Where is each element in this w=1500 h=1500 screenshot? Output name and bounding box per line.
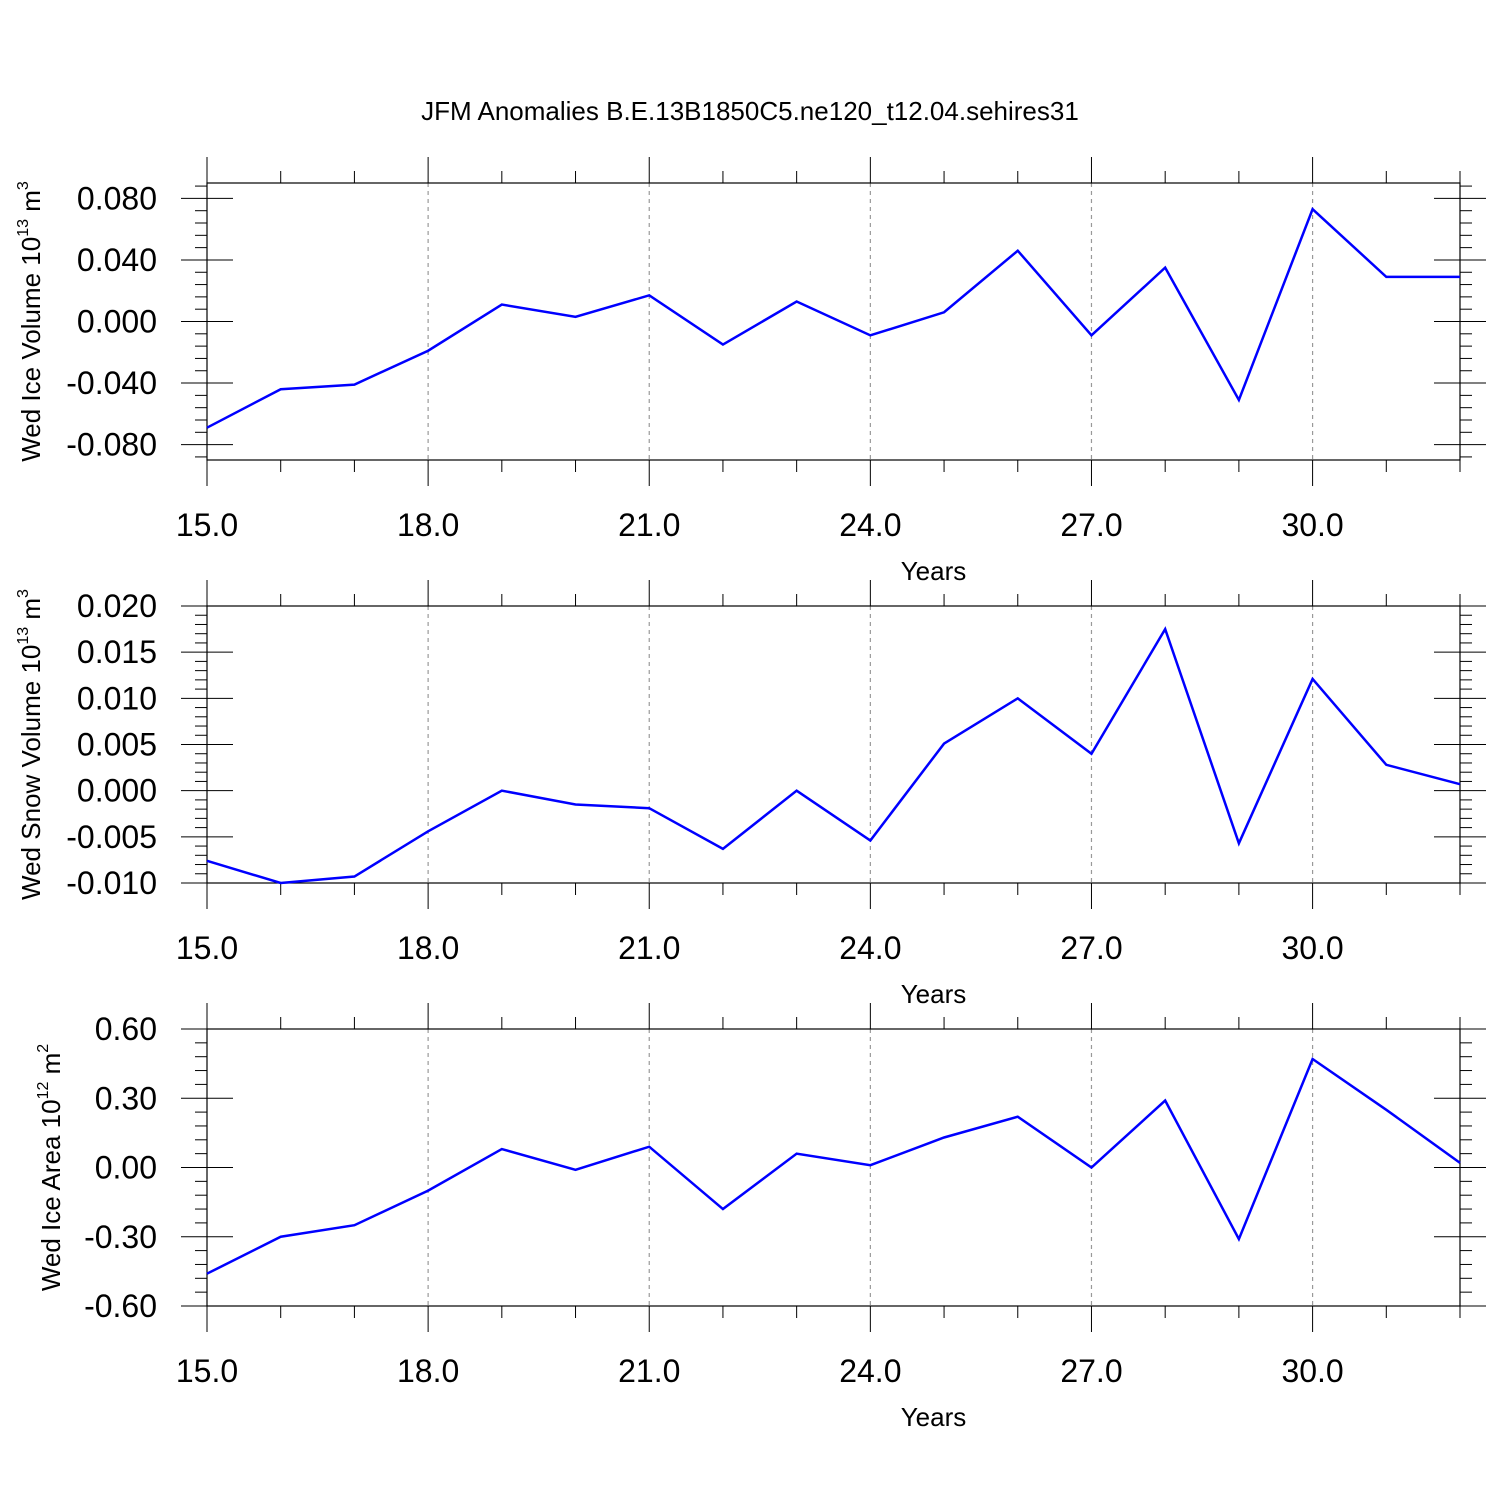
y-tick-label: 0.30 bbox=[95, 1080, 157, 1116]
y-axis-label: Wed Ice Area 1012 m2 bbox=[35, 1044, 66, 1291]
y-axis-label-unit-exp: 2 bbox=[35, 1044, 52, 1053]
y-tick-label: 0.60 bbox=[95, 1011, 157, 1047]
x-tick-label: 15.0 bbox=[176, 930, 238, 966]
y-axis-label: Wed Ice Volume 1013 m3 bbox=[15, 181, 46, 462]
y-tick-label: -0.010 bbox=[66, 865, 157, 901]
y-axis-label-exp: 13 bbox=[15, 219, 32, 237]
x-tick-label: 30.0 bbox=[1281, 507, 1343, 543]
x-tick-label: 18.0 bbox=[397, 507, 459, 543]
y-tick-label: -0.60 bbox=[84, 1288, 157, 1324]
y-tick-label: 0.080 bbox=[77, 180, 157, 216]
y-tick-label: 0.00 bbox=[95, 1150, 157, 1186]
panel-2: 15.0 18.0 21.0 24.0 27.0 30.0 -0.010 -0.005 0.00… bbox=[15, 580, 1486, 1009]
x-tick-label: 18.0 bbox=[397, 930, 459, 966]
chart-title: JFM Anomalies B.E.13B1850C5.ne120_t12.04… bbox=[421, 96, 1079, 126]
y-axis-label-unit: m bbox=[36, 1053, 66, 1082]
y-tick-label: -0.005 bbox=[66, 819, 157, 855]
x-tick-label: 24.0 bbox=[839, 930, 901, 966]
y-axis-label-main: Wed Ice Area 10 bbox=[36, 1099, 66, 1291]
series-line bbox=[206, 626, 1461, 885]
y-axis-label-unit: m bbox=[16, 598, 46, 627]
x-tick-label: 18.0 bbox=[397, 1353, 459, 1389]
panels: 15.0 18.0 21.0 24.0 27.0 30.0 -0.080 -0.040 0.00… bbox=[15, 157, 1486, 1432]
x-tick-label: 24.0 bbox=[839, 1353, 901, 1389]
x-tick-label: 27.0 bbox=[1060, 1353, 1122, 1389]
y-axis-label-exp: 13 bbox=[15, 627, 32, 645]
y-axis-label: Wed Snow Volume 1013 m3 bbox=[15, 589, 46, 900]
panel-3: 15.0 18.0 21.0 24.0 27.0 30.0 -0.60 -0.30 0.00 0.… bbox=[35, 1003, 1486, 1432]
y-tick-label: 0.010 bbox=[77, 680, 157, 716]
y-axis-label-unit-exp: 3 bbox=[15, 589, 32, 598]
y-tick-label: -0.080 bbox=[66, 427, 157, 463]
plot-frame bbox=[206, 1028, 1461, 1307]
y-tick-label: -0.30 bbox=[84, 1219, 157, 1255]
x-tick-label: 24.0 bbox=[839, 507, 901, 543]
y-axis-label-unit-exp: 3 bbox=[15, 181, 32, 190]
x-tick-label: 21.0 bbox=[618, 507, 680, 543]
y-tick-label: 0.000 bbox=[77, 773, 157, 809]
y-tick-label: -0.040 bbox=[66, 365, 157, 401]
x-axis-label: Years bbox=[901, 556, 967, 586]
x-tick-label: 15.0 bbox=[176, 507, 238, 543]
x-tick-label: 27.0 bbox=[1060, 930, 1122, 966]
plot-frame bbox=[206, 182, 1461, 461]
y-tick-label: 0.005 bbox=[77, 727, 157, 763]
x-axis-label: Years bbox=[901, 1402, 967, 1432]
series-line bbox=[206, 206, 1460, 429]
x-tick-label: 21.0 bbox=[618, 930, 680, 966]
y-axis-label-main: Wed Snow Volume 10 bbox=[16, 645, 46, 900]
y-tick-label: 0.040 bbox=[77, 242, 157, 278]
y-tick-label: 0.015 bbox=[77, 634, 157, 670]
x-tick-label: 30.0 bbox=[1281, 1353, 1343, 1389]
series-line bbox=[206, 1057, 1461, 1275]
plot-frame bbox=[206, 605, 1461, 884]
y-axis-label-unit: m bbox=[16, 190, 46, 219]
x-tick-label: 21.0 bbox=[618, 1353, 680, 1389]
y-axis-label-exp: 12 bbox=[35, 1082, 52, 1100]
y-tick-label: 0.020 bbox=[77, 588, 157, 624]
panel-1: 15.0 18.0 21.0 24.0 27.0 30.0 -0.080 -0.040 0.00… bbox=[15, 157, 1486, 586]
x-axis-label: Years bbox=[901, 979, 967, 1009]
x-tick-label: 30.0 bbox=[1281, 930, 1343, 966]
y-axis-label-main: Wed Ice Volume 10 bbox=[16, 237, 46, 462]
x-tick-label: 27.0 bbox=[1060, 507, 1122, 543]
x-tick-label: 15.0 bbox=[176, 1353, 238, 1389]
y-tick-label: 0.000 bbox=[77, 304, 157, 340]
